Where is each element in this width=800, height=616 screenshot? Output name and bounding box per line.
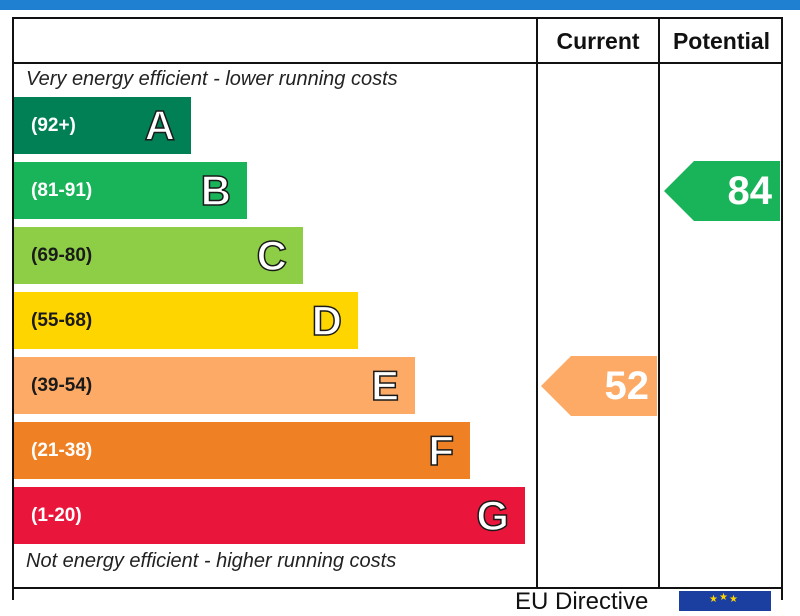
- top-accent-bar: [0, 0, 800, 10]
- band-letter-label: B: [200, 166, 232, 215]
- rating-band-a: (92+) A: [14, 97, 191, 154]
- rating-band-b: (81-91) B: [14, 162, 247, 219]
- band-letter-label: E: [370, 361, 400, 410]
- band-range-label: (92+): [31, 115, 76, 136]
- band-range-label: (39-54): [31, 375, 93, 396]
- band-letter-label: D: [311, 296, 343, 345]
- band-letter-label: A: [144, 101, 176, 150]
- potential-rating-value: 84: [727, 168, 773, 213]
- band-letter-label: F: [428, 426, 455, 475]
- potential-pointer-shape: [664, 160, 780, 221]
- rating-band-e: (39-54) E: [14, 357, 415, 414]
- current-pointer-shape: [541, 355, 657, 416]
- eu-flag-icon: ★ ★ ★: [679, 591, 771, 611]
- divider-potential: [658, 17, 660, 589]
- footer-rule: [12, 587, 783, 589]
- chart-frame: [12, 17, 783, 600]
- current-rating-pointer: 52: [541, 355, 657, 416]
- potential-rating-pointer: 84: [664, 160, 780, 221]
- band-range-label: (21-38): [31, 440, 93, 461]
- band-range-label: (55-68): [31, 310, 93, 331]
- header-rule: [12, 62, 783, 64]
- rating-band-g: (1-20) G: [14, 487, 525, 544]
- column-header-potential: Potential: [672, 28, 771, 54]
- band-letter-label: C: [256, 231, 288, 280]
- current-rating-value: 52: [604, 363, 650, 408]
- band-range-label: (69-80): [31, 245, 93, 266]
- band-letter-label: G: [476, 491, 510, 540]
- rating-band-f: (21-38) F: [14, 422, 470, 479]
- rating-band-d: (55-68) D: [14, 292, 358, 349]
- rating-band-c: (69-80) C: [14, 227, 303, 284]
- caption-inefficient: Not energy efficient - higher running co…: [26, 550, 397, 572]
- caption-efficient: Very energy efficient - lower running co…: [26, 68, 398, 90]
- column-header-current: Current: [556, 28, 640, 54]
- footer-directive-text: EU Directive: [515, 588, 649, 615]
- band-range-label: (1-20): [31, 505, 82, 526]
- divider-current: [536, 17, 538, 589]
- band-range-label: (81-91): [31, 180, 93, 201]
